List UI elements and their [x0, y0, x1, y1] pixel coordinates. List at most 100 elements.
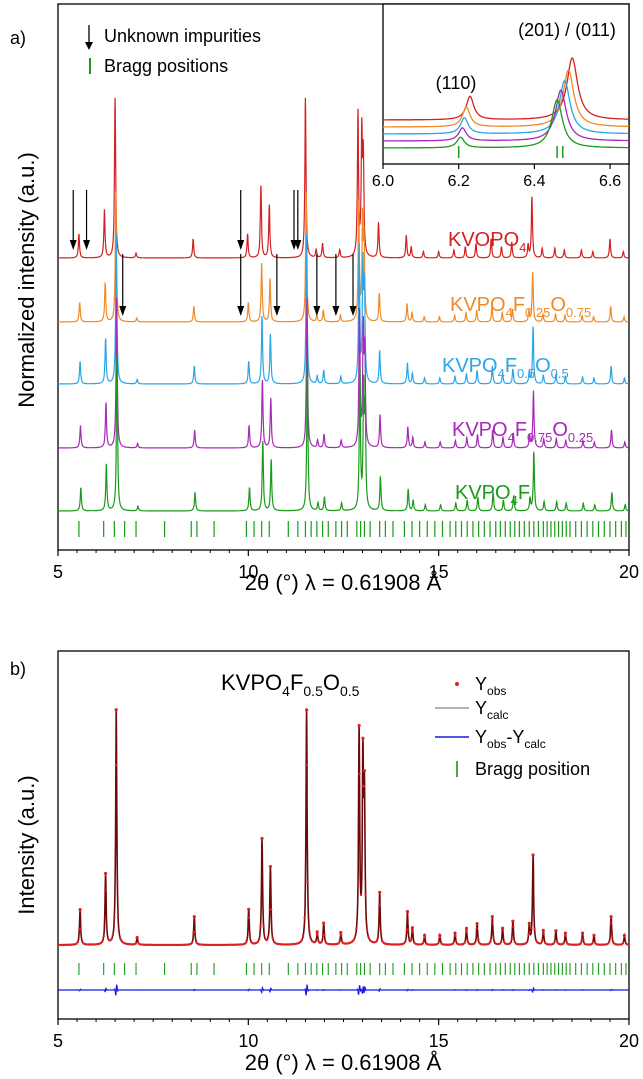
yobs-point	[256, 941, 259, 944]
yobs-point	[337, 942, 340, 945]
x-tick-label: 15	[429, 562, 449, 582]
yobs-point	[379, 929, 382, 932]
inset-annotation-201-011: (201) / (011)	[518, 20, 616, 40]
panel-a: a) 5 10 15 20 KVOPO4KVPO4F0.25O0.75KVPO4F0.…	[10, 3, 639, 595]
yobs-point	[435, 943, 439, 946]
x-tick-label: 15	[429, 1031, 449, 1051]
yobs-point	[533, 928, 536, 931]
yobs-point	[315, 933, 319, 936]
impurity-arrow-head	[69, 240, 77, 250]
legend-label-sub: obs	[487, 737, 506, 751]
series-label-element: F	[513, 294, 525, 316]
yobs-point	[527, 921, 531, 925]
yobs-point	[190, 941, 194, 944]
series-label-sub: 0.75	[527, 430, 552, 445]
title-base: KVPO	[221, 670, 282, 695]
yobs-point	[609, 915, 613, 919]
series-label-base: KVPO	[455, 482, 511, 504]
pattern-curve	[58, 191, 630, 323]
yobs-point	[463, 941, 466, 945]
yobs-point	[314, 940, 317, 944]
yobs-point	[195, 941, 198, 944]
yobs-point	[114, 708, 118, 712]
impurity-arrow-head	[349, 306, 357, 316]
legend-bragg-label: Bragg positions	[104, 56, 228, 76]
x-tick-label: 10	[238, 1031, 258, 1051]
yobs-point	[472, 942, 475, 946]
panel-b-curves	[56, 708, 631, 996]
yobs-point	[376, 936, 379, 940]
panel-a-legend: Unknown impurities Bragg positions	[85, 25, 261, 76]
yobs-point	[475, 927, 478, 930]
panel-a-bragg-ticks	[78, 521, 627, 537]
series-label-element: O	[552, 419, 568, 441]
inset-curve	[383, 57, 629, 121]
title-sub: 0.5	[340, 683, 360, 699]
yobs-point	[375, 940, 378, 943]
yobs-point	[498, 942, 501, 945]
inset-plot: 6.0 6.2 6.4 6.6 (110) (201) / (011)	[372, 3, 630, 190]
ydiff-curve	[58, 984, 629, 996]
legend-label-sub: calc	[487, 708, 508, 722]
yobs-point	[353, 936, 357, 939]
panel-b-title: KVPO4F0.5O0.5	[221, 670, 360, 699]
yobs-point	[512, 925, 515, 928]
yobs-point	[531, 853, 535, 857]
yobs-point	[119, 937, 122, 940]
yobs-point	[76, 940, 80, 944]
legend-dot-symbol	[455, 682, 459, 686]
yobs-point	[539, 942, 542, 945]
series-label-base: KVOPO	[448, 229, 519, 251]
inset-x-tick-label: 6.4	[523, 173, 545, 190]
yobs-point	[113, 916, 116, 919]
yobs-point	[513, 940, 516, 944]
yobs-point	[367, 936, 370, 939]
yobs-point	[102, 935, 105, 938]
yobs-point	[541, 939, 544, 942]
yobs-point	[247, 907, 251, 911]
yobs-point	[135, 936, 139, 940]
yobs-point	[582, 938, 585, 941]
yobs-point	[270, 908, 273, 911]
yobs-point	[303, 916, 306, 919]
yobs-point	[562, 942, 565, 945]
yobs-point	[193, 931, 197, 934]
yobs-point	[263, 937, 267, 940]
yobs-point	[563, 934, 567, 937]
pattern-curve	[58, 233, 629, 385]
yobs-point	[364, 893, 367, 896]
yobs-point	[309, 937, 312, 940]
pattern-curve	[58, 297, 629, 449]
yobs-point	[439, 936, 442, 939]
series-label-sub: 0.25	[525, 305, 550, 320]
panel-a-x-axis: 5 10 15 20	[53, 550, 639, 582]
yobs-point	[356, 882, 360, 886]
inset-frame	[382, 3, 630, 165]
series-label-sub: 4	[511, 493, 518, 508]
yobs-point	[134, 942, 137, 945]
yobs-point	[262, 925, 265, 928]
yobs-point	[622, 933, 627, 938]
yobs-point	[116, 881, 119, 884]
legend-label: Ycalc	[475, 698, 508, 722]
panel-b-x-axis: 5 10 15 20	[53, 1019, 639, 1051]
yobs-point	[75, 942, 78, 945]
yobs-point	[487, 942, 491, 945]
yobs-point	[422, 941, 425, 944]
yobs-point	[350, 940, 354, 943]
yobs-point	[192, 915, 196, 919]
yobs-point	[322, 921, 326, 925]
series-label-element: F	[515, 419, 527, 441]
yobs-point	[189, 942, 192, 946]
yobs-point	[257, 938, 261, 941]
impurity-arrow-head	[313, 306, 321, 316]
yobs-point	[438, 933, 442, 938]
inset-bragg-ticks	[457, 146, 564, 158]
yobs-point	[259, 925, 262, 928]
yobs-point	[308, 928, 311, 932]
title-sub: 0.5	[303, 683, 323, 699]
impurity-arrow-head	[83, 240, 91, 250]
yobs-point	[530, 927, 533, 930]
yobs-point	[621, 942, 625, 945]
